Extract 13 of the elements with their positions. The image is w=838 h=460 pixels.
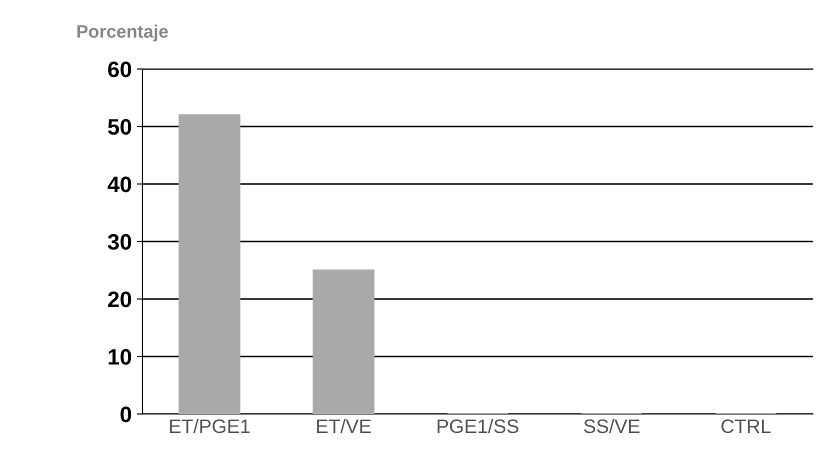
y-tick-label: 20 — [108, 292, 132, 308]
y-tick-label: 60 — [108, 62, 132, 78]
y-tick-label: 40 — [108, 176, 132, 192]
y-axis-title: Porcentaje — [77, 24, 168, 42]
x-tick-label: ET/PGE1 — [170, 418, 250, 434]
x-tick-label: ET/VE — [317, 418, 371, 434]
x-tick-label: SS/VE — [584, 418, 640, 434]
x-tick-label: PGE1/SS — [438, 418, 518, 434]
y-tick-label: 10 — [108, 349, 132, 365]
y-tick-label: 50 — [108, 119, 132, 135]
y-tick-label: 30 — [108, 234, 132, 250]
x-tick-label: CTRL — [721, 419, 771, 434]
y-tick-label: 0 — [120, 406, 132, 422]
